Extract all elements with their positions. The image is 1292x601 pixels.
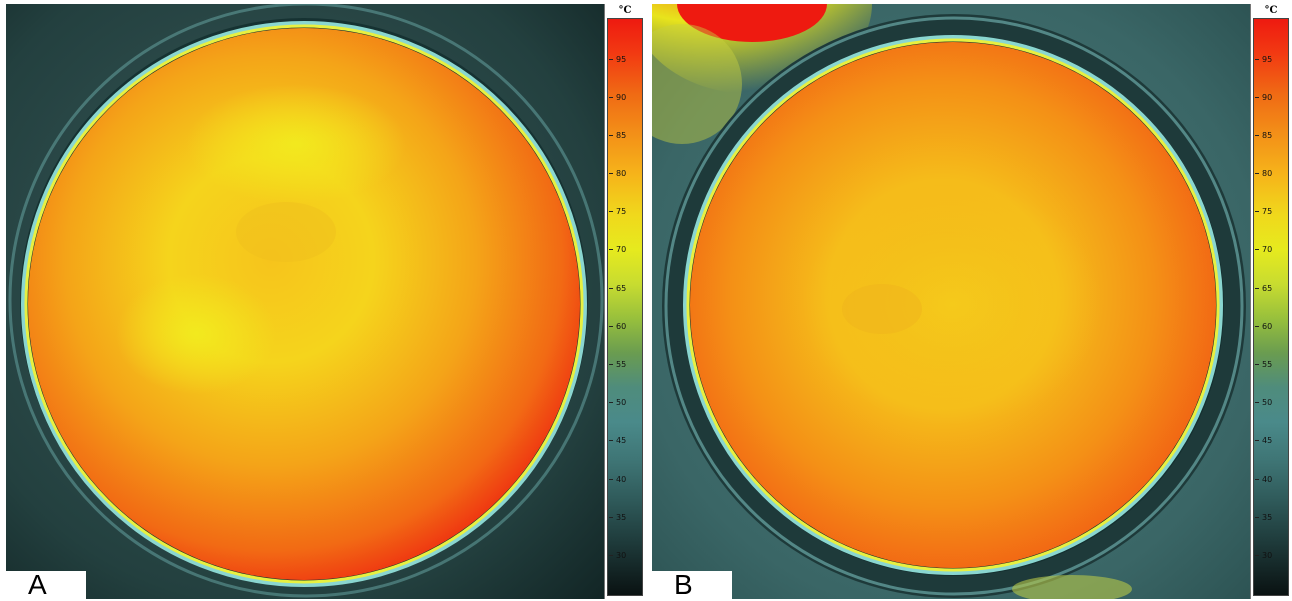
scale-tick: 40 xyxy=(609,476,643,484)
scale-tick: 60 xyxy=(609,323,643,331)
scale-tick: 30 xyxy=(609,552,643,560)
scale-tick: 60 xyxy=(1255,323,1289,331)
scale-tick: 30 xyxy=(1255,552,1289,560)
panel-label-a: A xyxy=(6,571,86,599)
scale-tick: 45 xyxy=(609,437,643,445)
temperature-scale-b: °C 95 90 85 80 75 70 65 60 55 50 45 40 3… xyxy=(1250,4,1292,599)
scale-tick: 90 xyxy=(609,94,643,102)
thermal-panel-a: A °C 95 90 85 80 75 70 65 60 55 50 45 40… xyxy=(6,4,646,599)
scale-tick: 75 xyxy=(1255,208,1289,216)
scale-tick: 35 xyxy=(609,514,643,522)
scale-tick: 70 xyxy=(1255,246,1289,254)
scale-tick: 55 xyxy=(609,361,643,369)
panel-label-b: B xyxy=(652,571,732,599)
scale-colorbar-b xyxy=(1253,18,1289,596)
scale-unit-a: °C xyxy=(618,5,632,16)
scale-tick: 90 xyxy=(1255,94,1289,102)
scale-tick: 65 xyxy=(609,285,643,293)
scale-tick: 70 xyxy=(609,246,643,254)
scale-tick: 80 xyxy=(1255,170,1289,178)
scale-tick: 50 xyxy=(609,399,643,407)
scale-tick: 85 xyxy=(1255,132,1289,140)
thermal-disc-a xyxy=(6,4,604,599)
scale-tick: 45 xyxy=(1255,437,1289,445)
scale-unit-b: °C xyxy=(1264,5,1278,16)
thermal-disc-b xyxy=(652,4,1250,599)
scale-tick: 65 xyxy=(1255,285,1289,293)
scale-tick: 50 xyxy=(1255,399,1289,407)
thermal-panel-b: B °C 95 90 85 80 75 70 65 60 55 50 45 40… xyxy=(652,4,1292,599)
scale-colorbar-a xyxy=(607,18,643,596)
scale-tick: 80 xyxy=(609,170,643,178)
scale-tick: 95 xyxy=(1255,56,1289,64)
scale-tick: 35 xyxy=(1255,514,1289,522)
scale-tick: 40 xyxy=(1255,476,1289,484)
scale-tick: 75 xyxy=(609,208,643,216)
thermal-image-b xyxy=(652,4,1250,599)
thermal-image-a xyxy=(6,4,604,599)
scale-tick: 95 xyxy=(609,56,643,64)
scale-tick: 55 xyxy=(1255,361,1289,369)
temperature-scale-a: °C 95 90 85 80 75 70 65 60 55 50 45 40 3… xyxy=(604,4,646,599)
scale-tick: 85 xyxy=(609,132,643,140)
